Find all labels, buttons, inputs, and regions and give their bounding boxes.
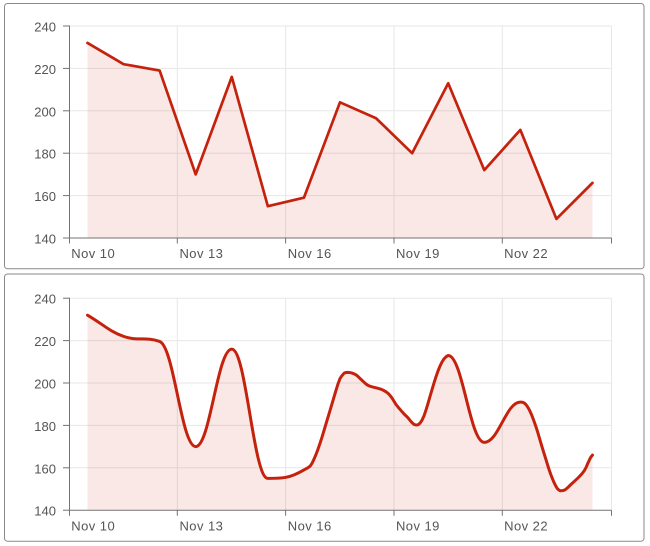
svg-text:160: 160 — [34, 461, 56, 476]
svg-text:Nov 16: Nov 16 — [288, 246, 332, 261]
svg-text:Nov 16: Nov 16 — [288, 518, 332, 533]
svg-text:240: 240 — [34, 20, 56, 35]
svg-text:Nov 22: Nov 22 — [504, 518, 548, 533]
svg-text:220: 220 — [34, 334, 56, 349]
svg-text:180: 180 — [34, 147, 56, 162]
svg-text:Nov 19: Nov 19 — [396, 246, 440, 261]
svg-text:Nov 19: Nov 19 — [396, 518, 440, 533]
svg-text:220: 220 — [34, 62, 56, 77]
svg-text:Nov 22: Nov 22 — [504, 246, 548, 261]
svg-text:240: 240 — [34, 292, 56, 307]
svg-text:Nov 10: Nov 10 — [71, 518, 115, 533]
svg-text:140: 140 — [34, 232, 56, 247]
svg-text:160: 160 — [34, 189, 56, 204]
svg-text:140: 140 — [34, 504, 56, 519]
svg-text:180: 180 — [34, 419, 56, 434]
svg-text:200: 200 — [34, 377, 56, 392]
svg-text:Nov 13: Nov 13 — [179, 246, 223, 261]
svg-text:200: 200 — [34, 104, 56, 119]
svg-text:Nov 13: Nov 13 — [179, 518, 223, 533]
svg-text:Nov 10: Nov 10 — [71, 246, 115, 261]
